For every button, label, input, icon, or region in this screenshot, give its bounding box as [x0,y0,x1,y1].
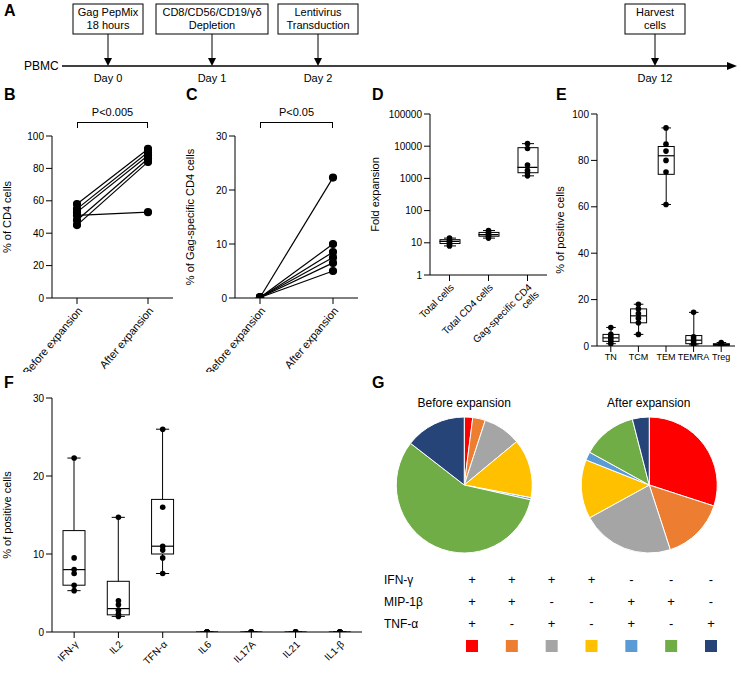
svg-text:IFN-γ: IFN-γ [384,573,413,587]
svg-text:-: - [589,594,593,609]
svg-text:Depletion: Depletion [189,19,235,31]
html-text:P<0.005: P<0.005 [91,106,134,118]
svg-text:+: + [468,572,476,587]
svg-text:TN: TN [605,352,617,362]
svg-text:TNF-α: TNF-α [384,617,418,631]
svg-text:IL6: IL6 [196,638,214,656]
svg-text:20: 20 [578,294,590,305]
svg-text:0: 0 [221,293,227,304]
svg-text:Before expansion: Before expansion [203,305,267,372]
svg-text:Before expansion: Before expansion [20,305,84,372]
svg-text:80: 80 [578,155,590,166]
html-text:After expansion: After expansion [607,396,691,410]
svg-text:MIP-1β: MIP-1β [384,595,423,609]
svg-text:TEM: TEM [657,352,676,362]
svg-text:-: - [669,616,673,631]
html-text:C: C [186,86,198,103]
svg-text:-: - [629,572,633,587]
svg-text:Harvest: Harvest [636,6,674,18]
svg-text:IFN-γ: IFN-γ [56,639,81,664]
svg-text:1: 1 [416,270,422,281]
svg-text:10: 10 [216,239,228,250]
svg-text:40: 40 [33,228,45,239]
svg-text:% of CD4 cells: % of CD4 cells [8,180,13,253]
svg-text:100: 100 [572,109,589,120]
svg-text:TCM: TCM [629,352,649,362]
svg-text:+: + [548,616,556,631]
svg-text:+: + [628,616,636,631]
svg-text:18 hours: 18 hours [87,19,130,31]
svg-text:10: 10 [33,549,45,560]
svg-text:20: 20 [216,185,228,196]
svg-text:20: 20 [33,471,45,482]
html-text:P<0.05: P<0.05 [278,106,315,118]
svg-text:IL21: IL21 [280,638,302,660]
svg-text:Gag-specific CD4cells: Gag-specific CD4cells [471,281,542,352]
svg-text:+: + [468,616,476,631]
html-text:G: G [372,374,385,391]
svg-text:Fold expansion: Fold expansion [369,157,381,232]
svg-text:IL2: IL2 [107,638,125,656]
svg-text:% of positive cells: % of positive cells [8,471,13,559]
svg-text:10000: 10000 [394,141,422,152]
svg-text:PBMC: PBMC [24,59,59,73]
svg-text:Lentivirus: Lentivirus [294,6,342,18]
svg-text:Day 12: Day 12 [638,72,673,84]
svg-text:Day 1: Day 1 [198,72,227,84]
svg-text:% of Gag-specific CD4 cells: % of Gag-specific CD4 cells [184,148,196,285]
svg-text:60: 60 [578,201,590,212]
svg-text:80: 80 [33,163,45,174]
svg-text:-: - [510,616,514,631]
svg-text:0: 0 [583,341,589,352]
svg-text:+: + [508,594,516,609]
svg-text:A: A [8,2,16,19]
svg-text:IL1-β: IL1-β [322,638,346,662]
html-text:Before expansion: Before expansion [417,396,511,410]
svg-text:20: 20 [33,260,45,271]
svg-text:After expansion: After expansion [282,305,340,371]
svg-text:30: 30 [33,393,45,404]
svg-text:TEMRA: TEMRA [678,352,710,362]
svg-text:-: - [709,572,713,587]
svg-text:Total cells: Total cells [417,282,456,321]
svg-text:+: + [548,572,556,587]
svg-text:100: 100 [405,205,422,216]
svg-text:Gag PepMix: Gag PepMix [78,6,139,18]
svg-text:+: + [628,594,636,609]
svg-text:TFN-α: TFN-α [141,639,169,667]
html-text:E: E [556,86,567,103]
svg-text:60: 60 [33,195,45,206]
svg-text:Transduction: Transduction [286,19,349,31]
svg-text:1000: 1000 [400,173,423,184]
svg-text:CD8/CD56/CD19/γδ: CD8/CD56/CD19/γδ [162,6,261,18]
svg-text:+: + [468,594,476,609]
svg-text:+: + [667,594,675,609]
svg-text:0: 0 [38,627,44,638]
svg-text:40: 40 [578,248,590,259]
svg-text:0: 0 [38,293,44,304]
svg-text:-: - [709,594,713,609]
svg-text:-: - [669,572,673,587]
html-text:B: B [4,86,16,103]
svg-text:cells: cells [644,19,667,31]
svg-text:30: 30 [216,131,228,142]
svg-text:Treg: Treg [712,352,730,362]
svg-text:+: + [707,616,715,631]
svg-text:-: - [549,594,553,609]
svg-text:10: 10 [411,237,423,248]
svg-text:-: - [589,616,593,631]
svg-text:+: + [588,572,596,587]
svg-text:IL17A: IL17A [231,638,257,664]
svg-text:Day 0: Day 0 [94,72,123,84]
svg-text:100: 100 [27,131,44,142]
svg-text:After expansion: After expansion [97,305,155,371]
svg-text:Day 2: Day 2 [304,72,333,84]
svg-text:+: + [508,572,516,587]
html-text:D: D [372,86,384,103]
html-text:F: F [4,374,14,391]
svg-text:100000: 100000 [389,109,423,120]
svg-text:Total CD4 cells: Total CD4 cells [440,281,495,337]
svg-text:% of positive cells: % of positive cells [554,186,566,274]
